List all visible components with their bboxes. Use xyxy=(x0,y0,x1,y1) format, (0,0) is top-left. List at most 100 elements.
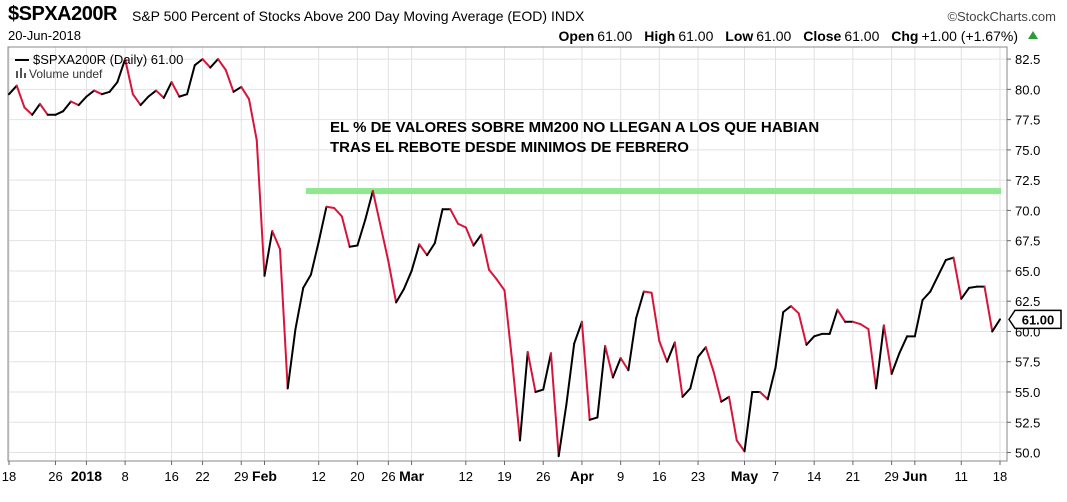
series-segment xyxy=(371,190,382,228)
series-segment xyxy=(178,93,189,98)
x-tick-label: Jun xyxy=(902,468,927,484)
chart-legend: $SPXA200R (Daily) 61.00 Volume undef xyxy=(15,52,183,81)
x-tick-label: 26 xyxy=(536,469,550,484)
y-axis: 50.052.555.057.560.062.565.067.570.072.5… xyxy=(1007,52,1040,461)
series-segment xyxy=(224,69,235,93)
x-tick-label: 23 xyxy=(691,469,705,484)
x-tick-label: 18 xyxy=(993,469,1007,484)
volume-bars-icon xyxy=(16,68,26,78)
series-segment xyxy=(503,289,514,363)
series-segment xyxy=(526,351,537,393)
series-segment xyxy=(480,233,491,271)
series-segment xyxy=(859,323,870,331)
y-tick-label: 70.0 xyxy=(1015,203,1040,218)
x-tick-label: Feb xyxy=(252,468,277,484)
y-tick-label: 77.5 xyxy=(1015,113,1040,128)
series-segment xyxy=(758,391,769,401)
series-segment xyxy=(294,286,305,331)
series-segment xyxy=(457,222,467,229)
x-tick-label: 16 xyxy=(652,469,666,484)
chart-date: 20-Jun-2018 xyxy=(8,28,81,43)
series-segment xyxy=(642,290,653,294)
series-segment xyxy=(619,357,630,372)
series-segment xyxy=(898,335,909,355)
annotation-line-1: EL % DE VALORES SOBRE MM200 NO LLEGAN A … xyxy=(330,119,819,136)
close-label: Close xyxy=(803,28,842,44)
stockcharts-credit[interactable]: ©StockCharts.com xyxy=(947,9,1056,24)
series-segment xyxy=(782,305,792,314)
series-segment xyxy=(69,100,80,107)
last-value-badge: 61.00 xyxy=(1008,309,1062,330)
series-segment xyxy=(766,366,777,401)
series-segment xyxy=(658,340,669,363)
series-segment xyxy=(983,285,994,333)
x-tick-label: 9 xyxy=(617,469,624,484)
y-tick-label: 62.5 xyxy=(1015,294,1040,309)
series-segment xyxy=(743,391,754,453)
y-tick-label: 75.0 xyxy=(1015,143,1040,158)
chg-label: Chg xyxy=(891,28,919,44)
x-tick-label: 29 xyxy=(234,469,248,484)
series-segment xyxy=(673,341,684,398)
y-tick-label: 52.5 xyxy=(1015,415,1040,430)
description-text: S&P 500 Percent of Stocks Above 200 Day … xyxy=(132,8,548,24)
series-segment xyxy=(348,244,359,248)
series-segment xyxy=(85,89,96,98)
x-tick-label: 2018 xyxy=(71,468,102,484)
series-segment xyxy=(433,208,444,245)
series-segment xyxy=(201,58,212,69)
series-segment xyxy=(402,269,413,291)
series-segment xyxy=(155,89,165,99)
x-tick-label: 12 xyxy=(311,469,325,484)
series-segment xyxy=(93,89,103,96)
series-segment xyxy=(604,345,614,379)
series-segment xyxy=(139,95,150,107)
series-segment xyxy=(890,352,901,375)
series-segment xyxy=(875,324,885,390)
y-tick-label: 50.0 xyxy=(1015,446,1040,461)
series-segment xyxy=(944,256,955,262)
series-segment xyxy=(921,290,932,301)
series-segment xyxy=(263,230,274,277)
series-segment xyxy=(147,89,158,98)
y-tick-label: 67.5 xyxy=(1015,234,1040,249)
symbol-description: S&P 500 Percent of Stocks Above 200 Day … xyxy=(132,8,584,24)
series-segment xyxy=(596,345,607,419)
low-label: Low xyxy=(725,28,754,44)
series-segment xyxy=(131,93,142,107)
series-segment xyxy=(851,320,862,326)
series-segment xyxy=(495,278,506,292)
resistance-level-line xyxy=(306,188,1001,195)
series-segment xyxy=(697,346,707,358)
series-segment xyxy=(217,58,227,71)
series-segment xyxy=(364,190,374,222)
high-label: High xyxy=(644,28,676,44)
series-segment xyxy=(882,324,893,375)
series-segment xyxy=(193,58,204,67)
series-segment xyxy=(588,416,599,421)
x-tick-label: 26 xyxy=(381,469,395,484)
last-value-label: 61.00 xyxy=(1022,312,1055,327)
series-segment xyxy=(681,387,692,398)
x-axis: 18 26 2018 8 16 22 29 Feb 12 20 26 Mar 12 19 26 Apr 9 16 2… xyxy=(2,461,1007,484)
series-segment xyxy=(15,84,26,109)
chart-header: $SPXA200R S&P 500 Percent of Stocks Abov… xyxy=(8,3,1058,27)
series-segment xyxy=(340,215,351,248)
x-tick-label: 11 xyxy=(955,469,969,484)
series-segment xyxy=(960,286,971,300)
last-value-badge-box xyxy=(1008,309,1062,330)
low-value: 61.00 xyxy=(756,28,792,44)
x-tick-label: 19 xyxy=(497,469,511,484)
series-segment xyxy=(232,85,243,93)
series-segment xyxy=(379,225,390,263)
series-segment xyxy=(991,318,1001,333)
series-segment xyxy=(418,243,429,257)
series-segment xyxy=(317,205,328,243)
series-segment xyxy=(836,308,847,323)
series-segment xyxy=(565,342,576,406)
ohlc-readout: Open 61.00 High 61.00 Low 61.00 Close 61.00 … xyxy=(559,28,1019,44)
x-tick-label: 20 xyxy=(350,469,364,484)
x-tick-label: 21 xyxy=(846,469,860,484)
series-segment xyxy=(650,291,661,343)
